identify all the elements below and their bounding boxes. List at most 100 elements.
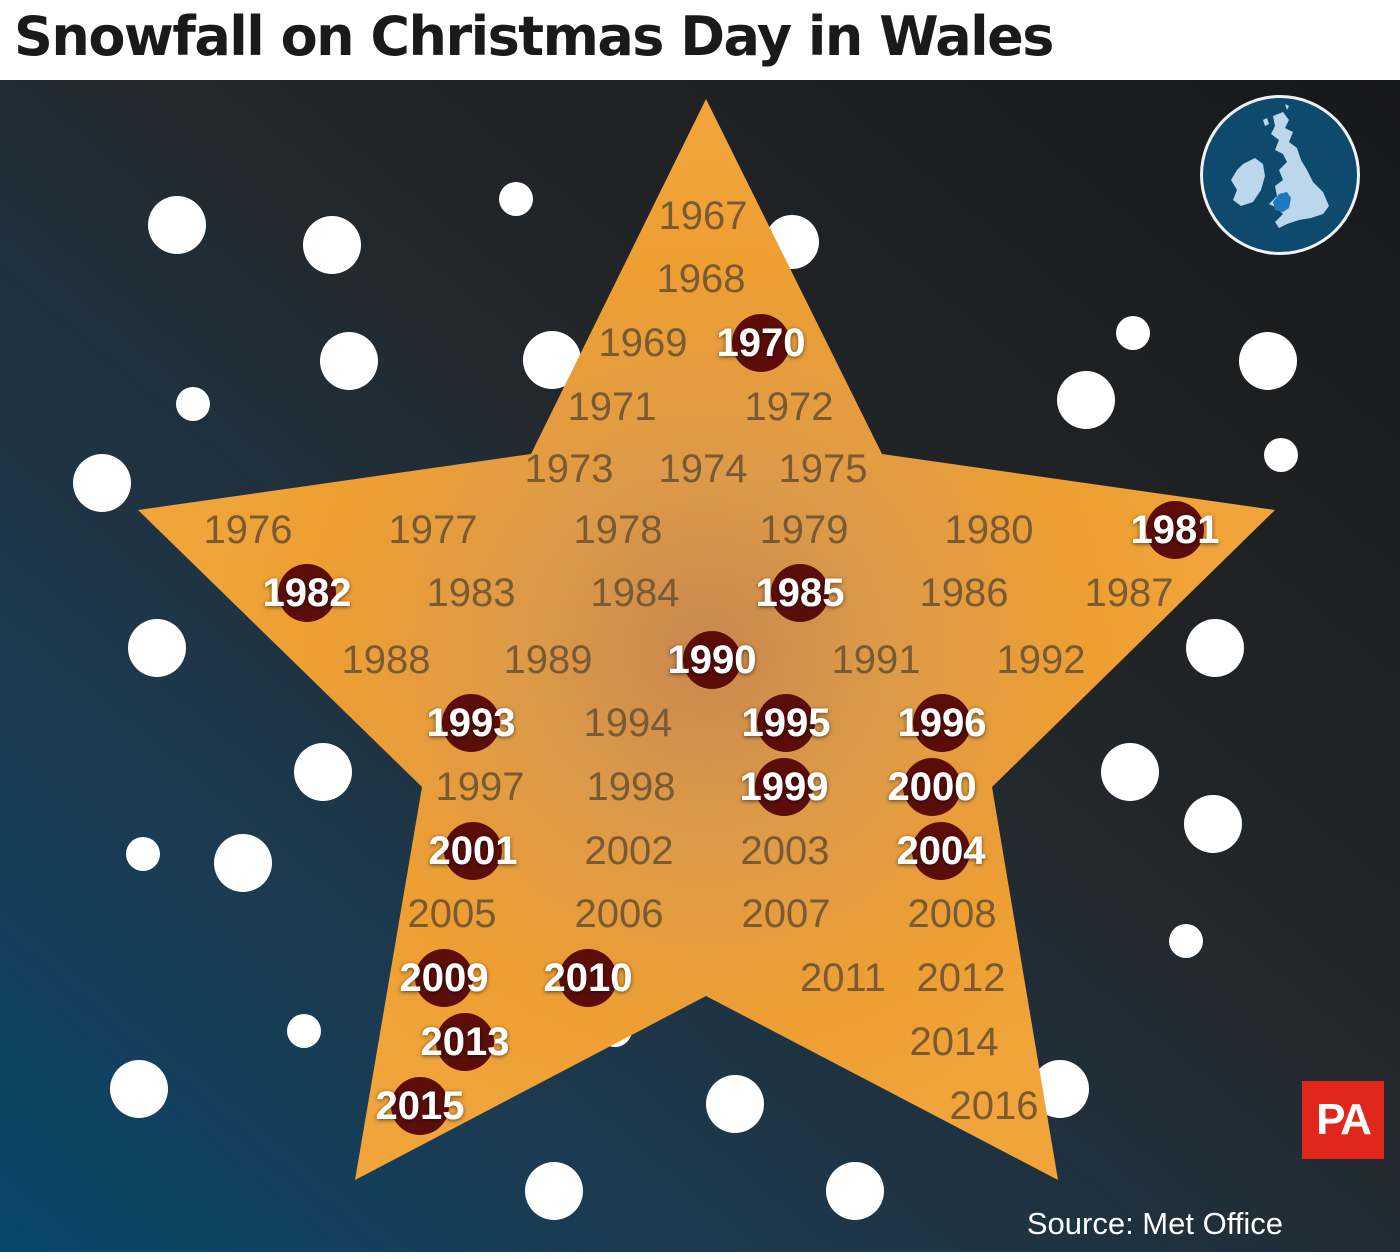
- snow-year-marker: 2000: [888, 758, 976, 816]
- snowflake: [1239, 332, 1297, 390]
- snow-year-text: 2009: [400, 956, 489, 1000]
- snow-year-text: 1999: [740, 765, 829, 809]
- year-label: 2002: [585, 829, 674, 873]
- snow-marker-circle: [391, 1077, 449, 1135]
- snowflake: [148, 196, 206, 254]
- snow-year-text: 1982: [263, 571, 352, 615]
- year-text: 1972: [745, 385, 834, 429]
- snow-year-text: 1981: [1131, 508, 1220, 552]
- snowflake: [523, 331, 581, 389]
- year-label: 1988: [342, 638, 431, 682]
- year-label: 1994: [584, 701, 673, 745]
- snowflake: [128, 619, 186, 677]
- year-text: 2002: [585, 829, 674, 873]
- snow-year-marker: 1981: [1131, 501, 1220, 559]
- snow-year-text: 2001: [429, 829, 518, 873]
- snow-year-marker: 1993: [427, 694, 515, 752]
- year-text: 1983: [427, 571, 516, 615]
- snow-year-marker: 1995: [742, 694, 831, 752]
- year-text: 1969: [599, 321, 688, 365]
- snow-year-text: 2010: [544, 956, 633, 1000]
- snowflakes-background: [73, 182, 1354, 1220]
- year-text: 2006: [575, 892, 664, 936]
- snow-year-marker: 2015: [376, 1077, 465, 1135]
- snow-marker-circle: [683, 631, 741, 689]
- year-text: 1971: [568, 385, 657, 429]
- snow-marker-circle: [444, 822, 502, 880]
- snowflake: [1031, 1060, 1089, 1118]
- year-label: 1998: [587, 765, 676, 809]
- snowflake: [706, 1075, 764, 1133]
- year-text: 2005: [408, 892, 497, 936]
- snow-marker-circle: [757, 694, 815, 752]
- snow-marker-circle: [913, 694, 971, 752]
- page-title: Snowfall on Christmas Day in Wales: [14, 5, 1054, 68]
- snowflake: [1169, 924, 1203, 958]
- star-chart: 1967 1968 1969 1970 1971 1972 1973 1974 1975 1976…: [73, 99, 1354, 1220]
- snowflake: [525, 1162, 583, 1220]
- snow-year-marker: 1990: [668, 631, 757, 689]
- snowflake: [214, 834, 272, 892]
- snowflake: [287, 1014, 321, 1048]
- snow-marker-circle: [1146, 501, 1204, 559]
- year-text: 1988: [342, 638, 431, 682]
- year-grid: 1967 1968 1969 1970 1971 1972 1973 1974 1975 1976…: [204, 194, 1220, 1135]
- snow-year-text: 1990: [668, 638, 757, 682]
- year-label: 2011: [800, 956, 886, 1000]
- snow-year-text: 1995: [742, 701, 831, 745]
- snow-marker-circle: [755, 758, 813, 816]
- year-text: 1997: [436, 765, 525, 809]
- pa-logo: PA: [1302, 1081, 1384, 1159]
- snowflake: [1116, 316, 1150, 350]
- year-text: 2016: [950, 1084, 1039, 1128]
- snow-year-text: 2015: [376, 1084, 465, 1128]
- year-text: 1986: [920, 571, 1009, 615]
- year-text: 1977: [389, 508, 478, 552]
- year-text: 1974: [659, 447, 748, 491]
- year-label: 1968: [657, 257, 746, 301]
- wales-highlight: [1273, 192, 1291, 212]
- year-label: 1971: [568, 385, 657, 429]
- snow-marker-circle: [903, 758, 961, 816]
- snow-year-text: 1996: [898, 701, 987, 745]
- year-label: 1983: [427, 571, 516, 615]
- year-text: 1984: [591, 571, 680, 615]
- year-label: 2006: [575, 892, 664, 936]
- year-label: 1973: [525, 447, 614, 491]
- year-text: 1976: [204, 508, 293, 552]
- snow-year-text: 1970: [717, 321, 806, 365]
- year-label: 1989: [504, 638, 593, 682]
- snow-year-marker: 2009: [400, 949, 489, 1007]
- snow-marker-circle: [442, 694, 500, 752]
- year-text: 2008: [908, 892, 997, 936]
- snow-year-marker: 1996: [898, 694, 987, 752]
- year-text: 1991: [832, 638, 921, 682]
- snow-year-marker: 1982: [263, 564, 352, 622]
- snowflake: [1184, 795, 1242, 853]
- snowflake: [499, 182, 533, 216]
- year-text: 2014: [910, 1020, 999, 1064]
- year-label: 2003: [741, 829, 830, 873]
- snow-marker-circle: [912, 822, 970, 880]
- snowflake: [294, 743, 352, 801]
- snow-year-marker: 2013: [421, 1013, 509, 1071]
- snow-year-text: 2004: [897, 829, 987, 873]
- year-label: 1992: [997, 638, 1086, 682]
- year-label: 1972: [745, 385, 834, 429]
- bottom-strip: [0, 1252, 1400, 1259]
- snowflake: [73, 454, 131, 512]
- snow-marker-circle: [771, 564, 829, 622]
- snow-marker-circle: [732, 314, 790, 372]
- year-text: 1968: [657, 257, 746, 301]
- snow-year-text: 1985: [756, 571, 845, 615]
- snow-year-marker: 1970: [717, 314, 806, 372]
- snowflake: [126, 837, 160, 871]
- year-label: 1980: [945, 508, 1034, 552]
- year-label: 1969: [599, 321, 688, 365]
- year-label: 1975: [779, 447, 868, 491]
- year-label: 1977: [389, 508, 478, 552]
- year-label: 2012: [917, 956, 1006, 1000]
- year-text: 2003: [741, 829, 830, 873]
- year-text: 1975: [779, 447, 868, 491]
- year-label: 2014: [910, 1020, 999, 1064]
